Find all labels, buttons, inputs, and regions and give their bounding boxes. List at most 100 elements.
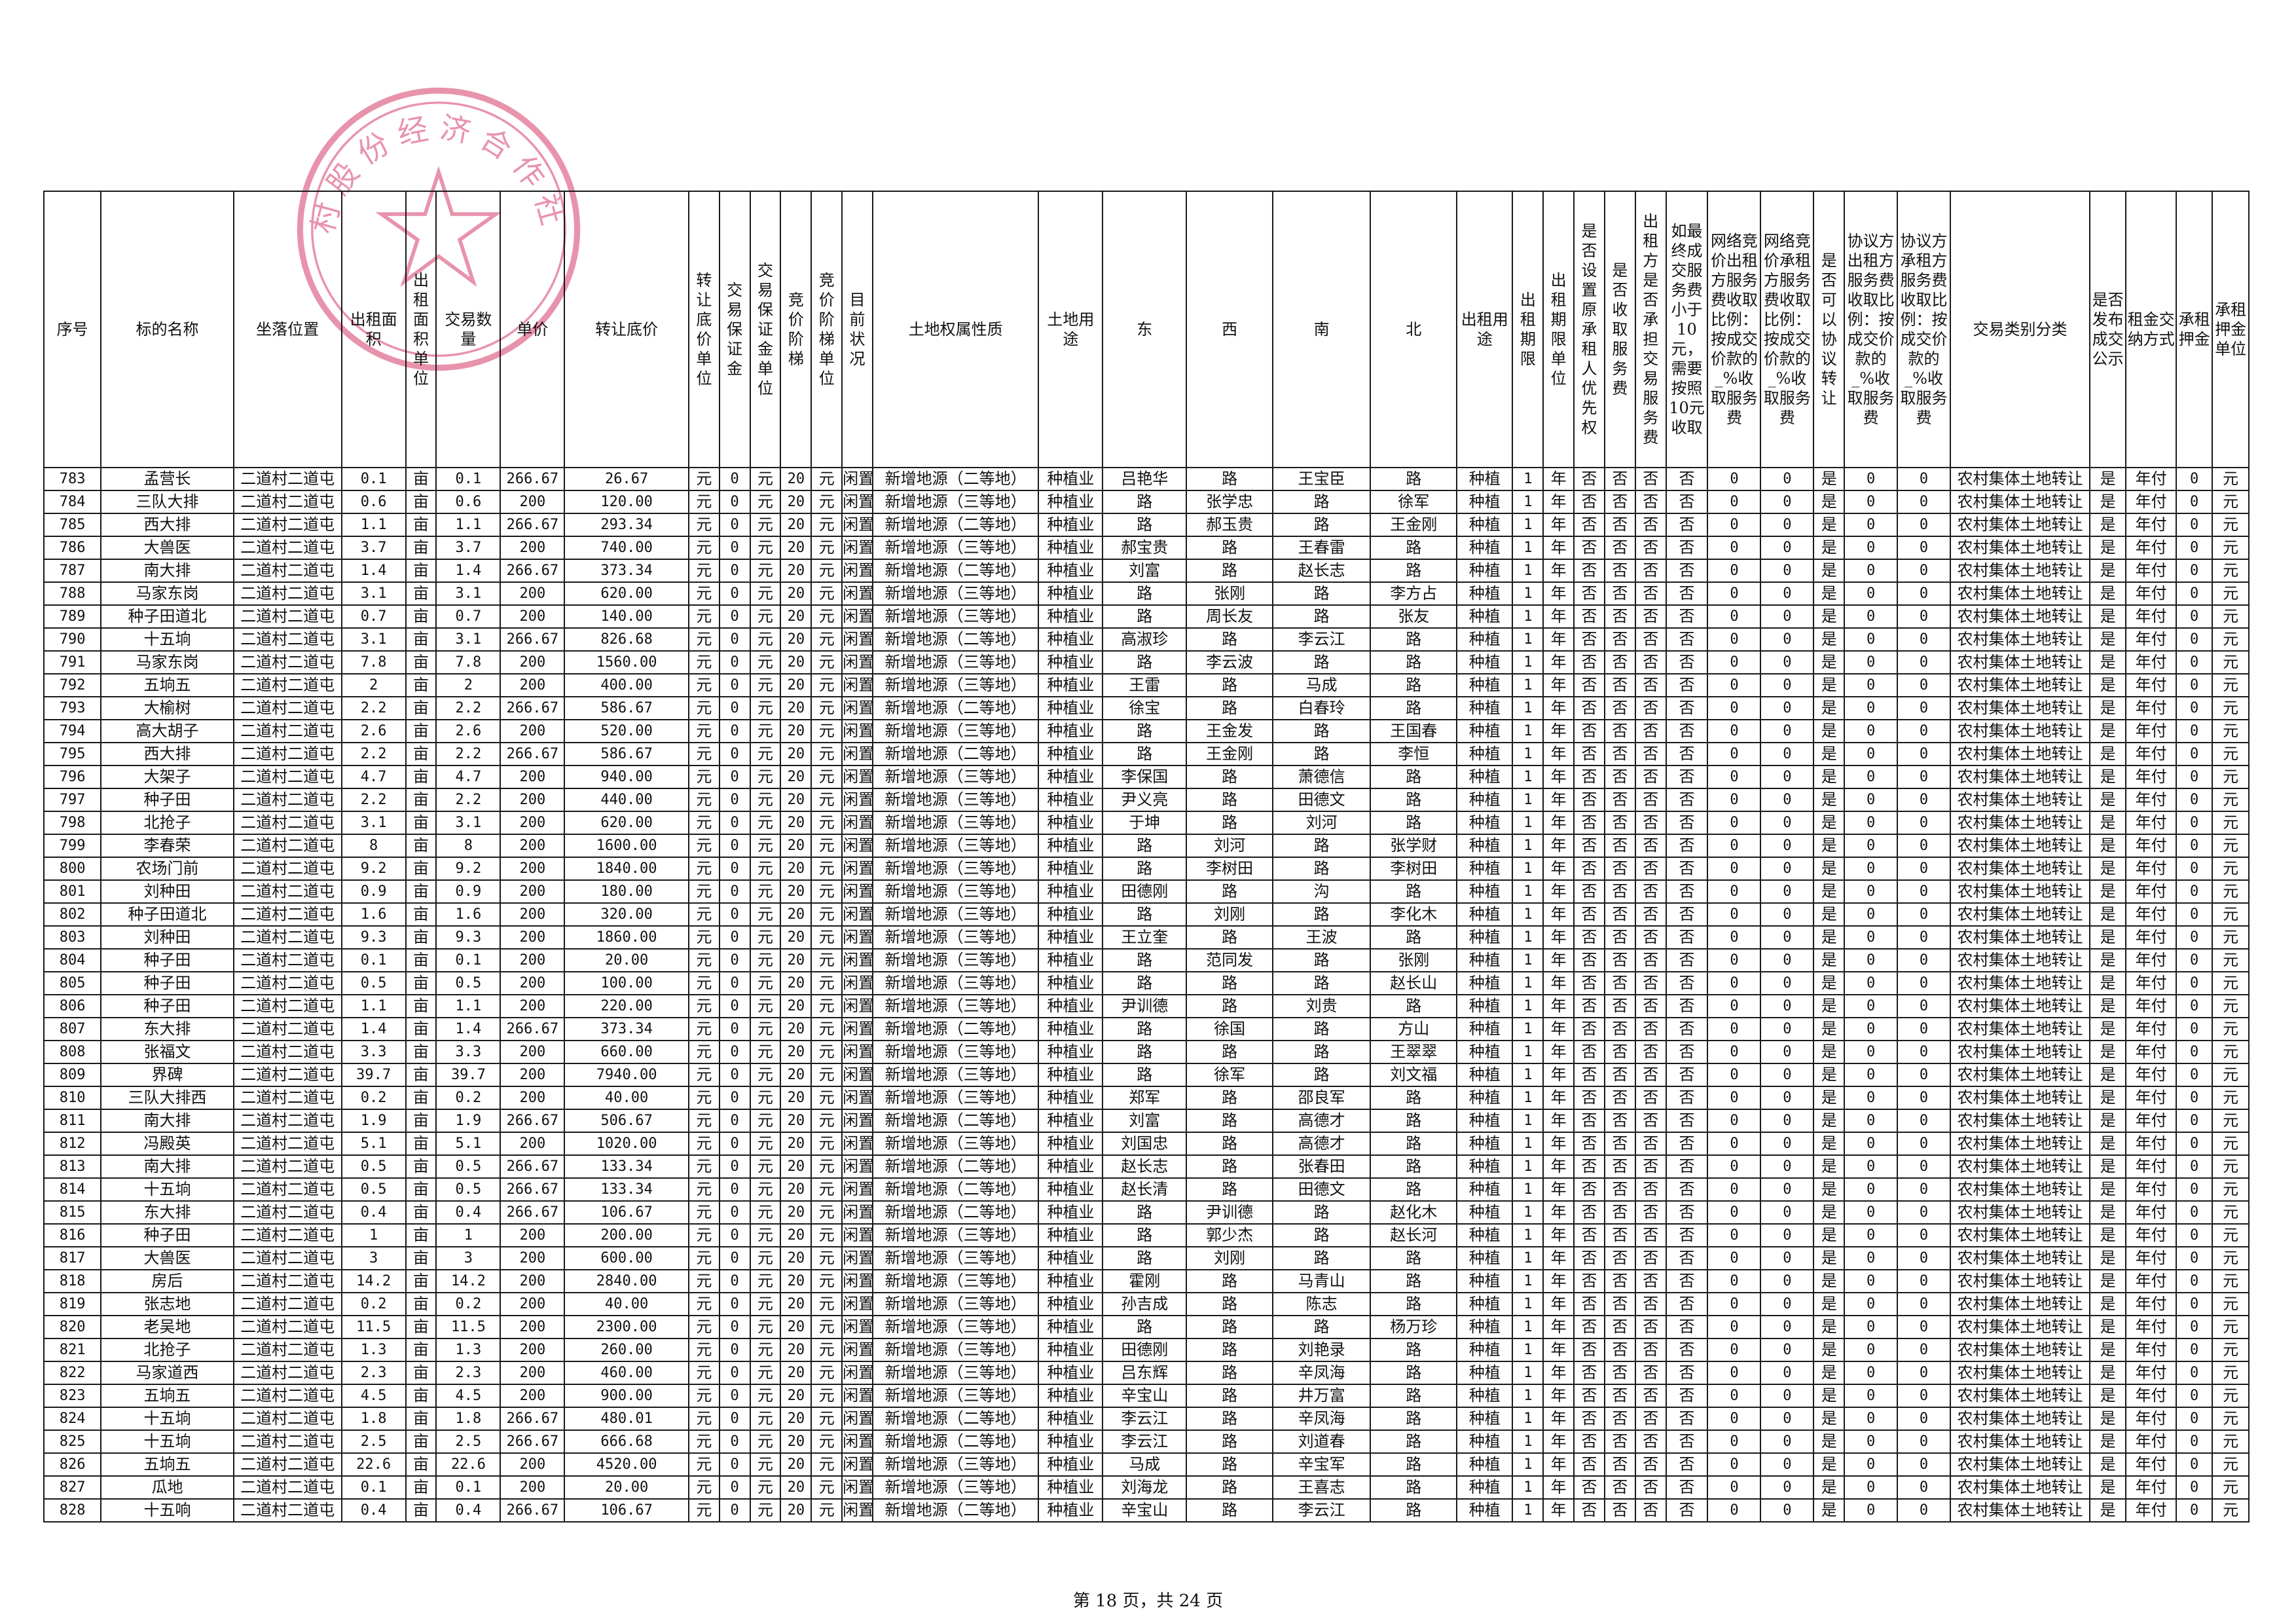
table-cell: 0.1 xyxy=(435,1475,501,1500)
land-transfer-table: 序号 标的名称 坐落位置 出租面积 出租面积单位 交易数量 单价 转让底价 转让底价单位 交易保证… xyxy=(43,191,2250,1522)
table-cell: 元 xyxy=(749,788,782,812)
table-cell: 815 xyxy=(43,1200,102,1225)
table-cell: 783 xyxy=(43,467,102,491)
table-cell: 新增地源（二等地） xyxy=(871,742,1040,766)
table-cell: 3.1 xyxy=(435,811,501,835)
table-cell: 0 xyxy=(1707,1338,1762,1362)
table-cell: 元 xyxy=(749,1361,782,1385)
table-cell: 否 xyxy=(1665,467,1709,491)
table-cell: 年 xyxy=(1542,742,1575,766)
table-cell: 是 xyxy=(2088,742,2127,766)
table-cell: 20 xyxy=(780,857,812,881)
table-cell: 种植 xyxy=(1456,857,1514,881)
table-cell: 路 xyxy=(1370,925,1458,950)
table-cell: 22.6 xyxy=(340,1452,407,1477)
table-cell: 否 xyxy=(1603,1361,1636,1385)
table-cell: 是 xyxy=(1813,490,1846,514)
table-cell: 元 xyxy=(811,1017,843,1041)
table-cell: 路 xyxy=(1272,581,1372,606)
table-cell: 年付 xyxy=(2125,673,2177,697)
table-cell: 2.2 xyxy=(435,788,501,812)
table-cell: 20 xyxy=(780,719,812,743)
table-cell: 王春雷 xyxy=(1272,536,1372,560)
table-cell: 高淑珍 xyxy=(1102,627,1188,652)
table-cell: 年 xyxy=(1542,1063,1575,1087)
table-cell: 闲置 xyxy=(841,834,873,858)
table-cell: 年付 xyxy=(2125,857,2177,881)
table-cell: 266.67 xyxy=(500,1154,566,1179)
table-cell: 0 xyxy=(1844,1452,1899,1477)
table-cell: 1 xyxy=(1512,1017,1544,1041)
table-cell: 农村集体土地转让 xyxy=(1950,994,2090,1018)
table-cell: 797 xyxy=(43,788,102,812)
table-cell: 种植 xyxy=(1456,1430,1514,1454)
table-cell: 元 xyxy=(811,696,843,720)
table-cell: 1 xyxy=(1512,1498,1544,1522)
table-cell: 十五垧 xyxy=(100,627,234,652)
table-cell: 亩 xyxy=(405,604,437,629)
table-cell: 是 xyxy=(1813,1177,1846,1202)
table-cell: 亩 xyxy=(405,1498,437,1522)
table-cell: 闲置 xyxy=(841,1452,873,1477)
table-cell: 年付 xyxy=(2125,902,2177,927)
table-cell: 年 xyxy=(1542,604,1575,629)
table-cell: 否 xyxy=(1573,1200,1605,1225)
table-cell: 年 xyxy=(1542,1407,1575,1431)
table-cell: 元 xyxy=(2212,1498,2250,1522)
table-cell: 20 xyxy=(780,1223,812,1247)
table-cell: 路 xyxy=(1186,1132,1274,1156)
table-cell: 373.34 xyxy=(564,1017,689,1041)
table-cell: 闲置 xyxy=(841,467,873,491)
table-cell: 种植业 xyxy=(1038,1384,1104,1408)
table-cell: 是 xyxy=(2088,1177,2127,1202)
table-cell: 元 xyxy=(749,1430,782,1454)
table-cell: 0 xyxy=(1844,1338,1899,1362)
table-cell: 李云江 xyxy=(1272,1498,1372,1522)
table-cell: 闲置 xyxy=(841,1315,873,1339)
table-cell: 133.34 xyxy=(564,1177,689,1202)
table-cell: 2.2 xyxy=(340,696,407,720)
table-cell: 是 xyxy=(2088,673,2127,697)
table-cell: 年 xyxy=(1542,879,1575,904)
table-cell: 否 xyxy=(1573,948,1605,972)
table-cell: 0 xyxy=(2175,1109,2214,1133)
table-cell: 0 xyxy=(1760,1109,1815,1133)
table-cell: 0 xyxy=(718,1154,751,1179)
table-cell: 亩 xyxy=(405,925,437,950)
table-cell: 农村集体土地转让 xyxy=(1950,1017,2090,1041)
table-cell: 种植 xyxy=(1456,604,1514,629)
table-cell: 闲置 xyxy=(841,513,873,537)
table-cell: 种植业 xyxy=(1038,536,1104,560)
table-cell: 0 xyxy=(1760,788,1815,812)
table-cell: 种植业 xyxy=(1038,1086,1104,1110)
table-cell: 否 xyxy=(1665,1269,1709,1293)
table-cell: 0 xyxy=(1897,1109,1952,1133)
table-cell: 路 xyxy=(1272,1246,1372,1270)
table-cell: 年付 xyxy=(2125,650,2177,674)
table-cell: 0 xyxy=(1897,948,1952,972)
table-cell: 0 xyxy=(2175,1430,2214,1454)
table-cell: 0 xyxy=(1707,742,1762,766)
table-cell: 二道村二道屯 xyxy=(232,1086,342,1110)
table-cell: 1600.00 xyxy=(564,834,689,858)
column-header: 是否设置原承租人优先权 xyxy=(1573,191,1605,468)
table-cell: 路 xyxy=(1272,1017,1372,1041)
table-row: 828 十五响 二道村二道屯 0.4 亩 0.4 266.67 106.67 元 0 元 20 元闲置新… xyxy=(43,1498,2250,1522)
table-cell: 否 xyxy=(1573,1246,1605,1270)
table-cell: 亩 xyxy=(405,1246,437,1270)
table-cell: 年 xyxy=(1542,1498,1575,1522)
table-cell: 年付 xyxy=(2125,536,2177,560)
table-cell: 新增地源（三等地） xyxy=(871,581,1040,606)
table-cell: 0 xyxy=(1897,1040,1952,1064)
table-cell: 亩 xyxy=(405,902,437,927)
table-cell: 二道村二道屯 xyxy=(232,834,342,858)
table-cell: 冯殿英 xyxy=(100,1132,234,1156)
table-cell: 元 xyxy=(2212,1361,2250,1385)
table-cell: 二道村二道屯 xyxy=(232,1338,342,1362)
table-cell: 106.67 xyxy=(564,1200,689,1225)
table-cell: 种植业 xyxy=(1038,1246,1104,1270)
table-cell: 马成 xyxy=(1272,673,1372,697)
table-cell: 元 xyxy=(811,879,843,904)
table-cell: 元 xyxy=(687,1086,720,1110)
table-cell: 否 xyxy=(1665,879,1709,904)
